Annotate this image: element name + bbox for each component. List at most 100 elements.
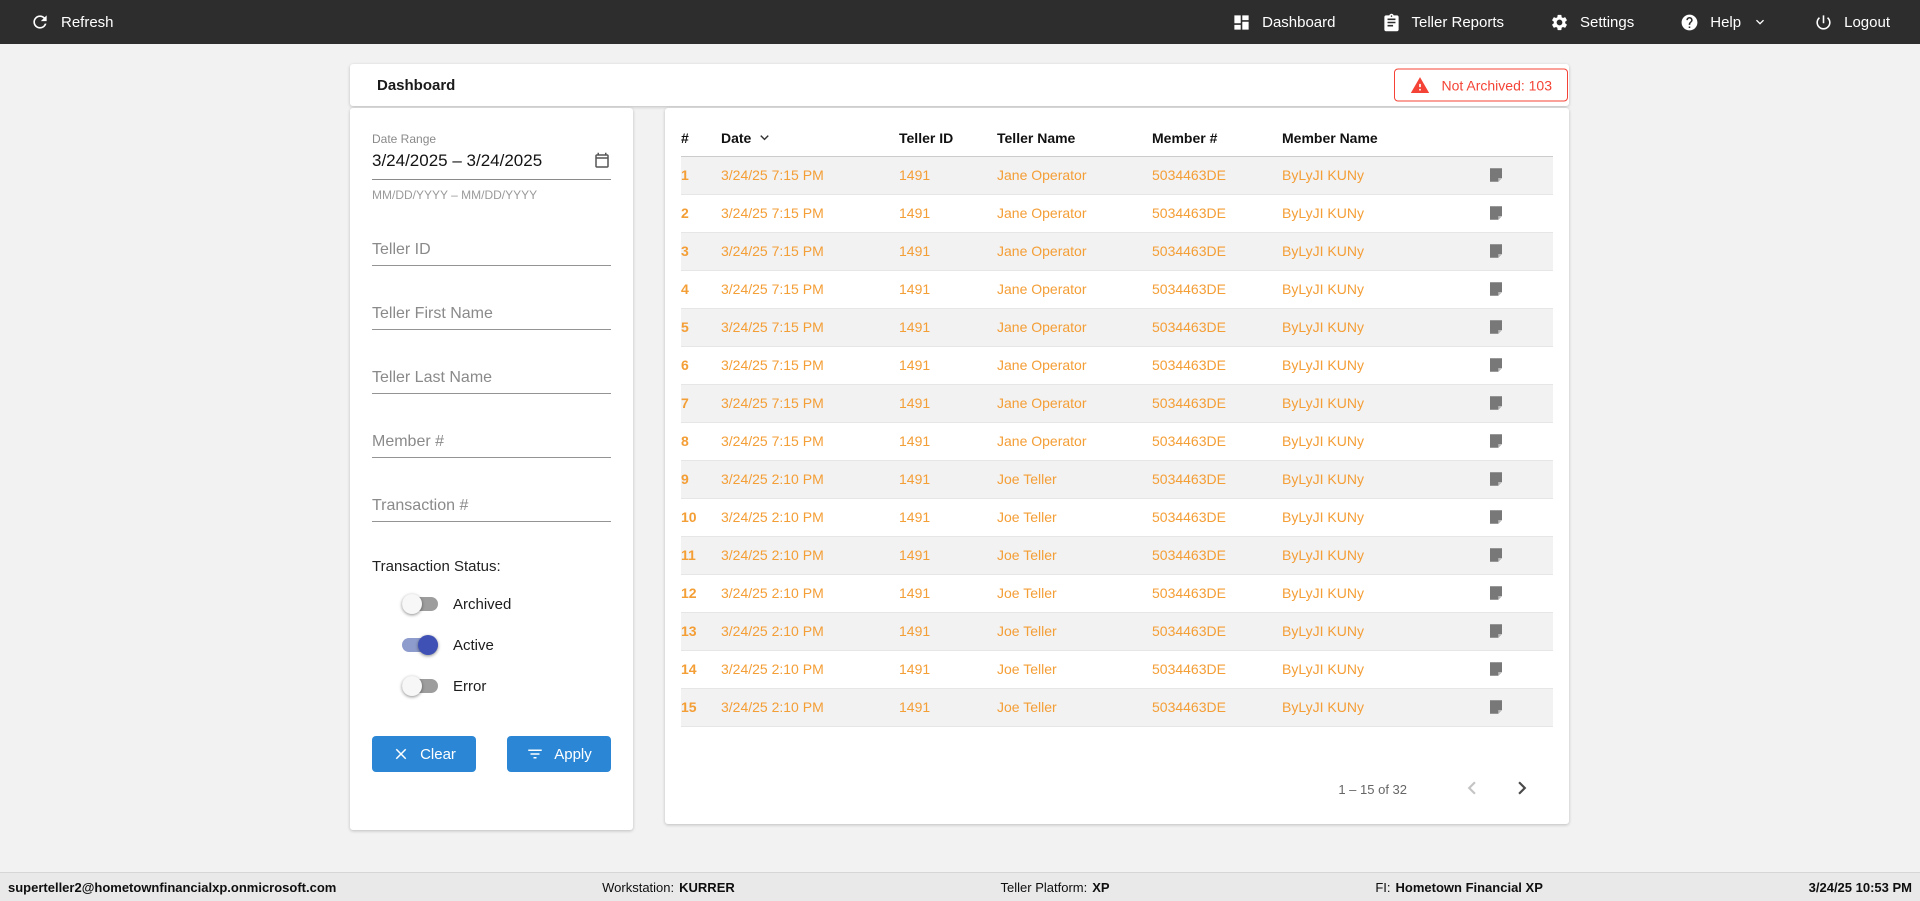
table-row[interactable]: 9 3/24/25 2:10 PM 1491 Joe Teller 503446… [681, 460, 1553, 499]
note-icon[interactable] [1487, 242, 1505, 260]
note-icon[interactable] [1487, 660, 1505, 678]
teller-last-name-input[interactable] [372, 370, 611, 394]
teller-first-name-input[interactable] [372, 306, 611, 330]
toggle-thumb [418, 635, 438, 655]
cell-member-number: 5034463DE [1152, 498, 1282, 537]
cell-member-name: ByLyJI KUNy [1282, 156, 1477, 195]
date-range-input[interactable] [372, 151, 577, 171]
dashboard-icon [1234, 14, 1249, 30]
cell-note[interactable] [1477, 536, 1553, 575]
table-row[interactable]: 4 3/24/25 7:15 PM 1491 Jane Operator 503… [681, 270, 1553, 309]
filter-icon [528, 749, 542, 759]
toggle-label-error: Error [453, 677, 487, 695]
note-icon[interactable] [1487, 204, 1505, 222]
table-row[interactable]: 7 3/24/25 7:15 PM 1491 Jane Operator 503… [681, 384, 1553, 423]
note-icon[interactable] [1487, 432, 1505, 450]
cell-note[interactable] [1477, 612, 1553, 651]
table-row[interactable]: 13 3/24/25 2:10 PM 1491 Joe Teller 50344… [681, 612, 1553, 651]
nav-teller-reports[interactable]: Teller Reports [1382, 13, 1505, 32]
cell-teller-id: 1491 [899, 574, 997, 613]
clear-button[interactable]: Clear [372, 736, 476, 772]
member-number-input[interactable] [372, 434, 611, 458]
cell-teller-name: Joe Teller [997, 574, 1152, 613]
cell-note[interactable] [1477, 232, 1553, 271]
cell-note[interactable] [1477, 498, 1553, 537]
note-icon[interactable] [1487, 318, 1505, 336]
col-date[interactable]: Date [721, 120, 899, 157]
cell-member-name: ByLyJI KUNy [1282, 194, 1477, 233]
note-icon[interactable] [1487, 622, 1505, 640]
table-row[interactable]: 1 3/24/25 7:15 PM 1491 Jane Operator 503… [681, 156, 1553, 195]
toggle-label-active: Active [453, 636, 494, 654]
cell-note[interactable] [1477, 460, 1553, 499]
note-icon[interactable] [1487, 394, 1505, 412]
cell-member-number: 5034463DE [1152, 156, 1282, 195]
nav-help[interactable]: Help [1680, 13, 1768, 32]
cell-member-name: ByLyJI KUNy [1282, 460, 1477, 499]
cell-note[interactable] [1477, 650, 1553, 689]
cell-note[interactable] [1477, 688, 1553, 727]
cell-note[interactable] [1477, 384, 1553, 423]
cell-member-number: 5034463DE [1152, 194, 1282, 233]
toggle-row-archived[interactable]: Archived [402, 592, 611, 616]
table-row[interactable]: 3 3/24/25 7:15 PM 1491 Jane Operator 503… [681, 232, 1553, 271]
next-page-button[interactable] [1497, 775, 1547, 804]
table-row[interactable]: 8 3/24/25 7:15 PM 1491 Jane Operator 503… [681, 422, 1553, 461]
transaction-number-input[interactable] [372, 498, 611, 522]
table-row[interactable]: 15 3/24/25 2:10 PM 1491 Joe Teller 50344… [681, 688, 1553, 727]
nav-dashboard[interactable]: Dashboard [1232, 13, 1336, 32]
note-icon[interactable] [1487, 698, 1505, 716]
cell-member-number: 5034463DE [1152, 232, 1282, 271]
cell-teller-id: 1491 [899, 270, 997, 309]
cell-note[interactable] [1477, 422, 1553, 461]
table-row[interactable]: 5 3/24/25 7:15 PM 1491 Jane Operator 503… [681, 308, 1553, 347]
cell-note[interactable] [1477, 308, 1553, 347]
toggle-label-archived: Archived [453, 595, 512, 613]
nav-teller-reports-label: Teller Reports [1411, 13, 1505, 31]
cell-member-name: ByLyJI KUNy [1282, 422, 1477, 461]
note-icon[interactable] [1487, 508, 1505, 526]
teller-id-input[interactable] [372, 242, 611, 266]
nav-logout[interactable]: Logout [1814, 13, 1890, 32]
table-row[interactable]: 11 3/24/25 2:10 PM 1491 Joe Teller 50344… [681, 536, 1553, 575]
table-row[interactable]: 14 3/24/25 2:10 PM 1491 Joe Teller 50344… [681, 650, 1553, 689]
archived-toggle[interactable] [402, 594, 438, 614]
cell-note[interactable] [1477, 270, 1553, 309]
nav-settings[interactable]: Settings [1550, 13, 1634, 32]
col-actions [1477, 120, 1553, 157]
table-row[interactable]: 10 3/24/25 2:10 PM 1491 Joe Teller 50344… [681, 498, 1553, 537]
platform-label: Teller Platform: [1000, 879, 1088, 895]
note-icon[interactable] [1487, 546, 1505, 564]
toggle-row-error[interactable]: Error [402, 674, 611, 698]
toggle-row-active[interactable]: Active [402, 633, 611, 657]
not-archived-badge[interactable]: Not Archived: 103 [1394, 68, 1568, 102]
active-toggle[interactable] [402, 635, 438, 655]
note-icon[interactable] [1487, 280, 1505, 298]
clipboard-icon [1383, 13, 1399, 31]
col-row-number: # [681, 120, 721, 157]
note-icon[interactable] [1487, 584, 1505, 602]
apply-button[interactable]: Apply [507, 736, 611, 772]
note-icon[interactable] [1487, 166, 1505, 184]
transaction-status-label: Transaction Status: [372, 558, 501, 575]
table-row[interactable]: 2 3/24/25 7:15 PM 1491 Jane Operator 503… [681, 194, 1553, 233]
calendar-icon[interactable] [593, 152, 611, 170]
cell-date: 3/24/25 7:15 PM [721, 422, 899, 461]
cell-teller-id: 1491 [899, 194, 997, 233]
cell-note[interactable] [1477, 156, 1553, 195]
date-range-field[interactable] [372, 151, 611, 180]
error-toggle[interactable] [402, 676, 438, 696]
cell-teller-id: 1491 [899, 688, 997, 727]
workstation-label: Workstation: [602, 879, 675, 895]
prev-page-button[interactable] [1447, 775, 1497, 804]
note-icon[interactable] [1487, 470, 1505, 488]
table-row[interactable]: 6 3/24/25 7:15 PM 1491 Jane Operator 503… [681, 346, 1553, 385]
note-icon[interactable] [1487, 356, 1505, 374]
table-row[interactable]: 12 3/24/25 2:10 PM 1491 Joe Teller 50344… [681, 574, 1553, 613]
refresh-button[interactable]: Refresh [30, 12, 114, 32]
cell-note[interactable] [1477, 194, 1553, 233]
cell-teller-name: Jane Operator [997, 308, 1152, 347]
cell-note[interactable] [1477, 346, 1553, 385]
cell-teller-id: 1491 [899, 232, 997, 271]
cell-note[interactable] [1477, 574, 1553, 613]
